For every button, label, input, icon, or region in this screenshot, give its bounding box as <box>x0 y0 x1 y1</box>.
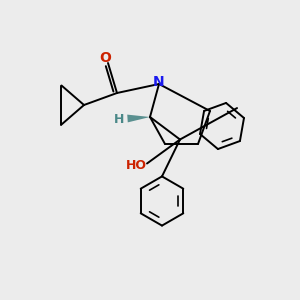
Text: O: O <box>100 51 112 64</box>
Polygon shape <box>127 115 150 122</box>
Text: HO: HO <box>126 159 147 172</box>
Text: H: H <box>114 112 124 126</box>
Text: N: N <box>153 75 165 88</box>
